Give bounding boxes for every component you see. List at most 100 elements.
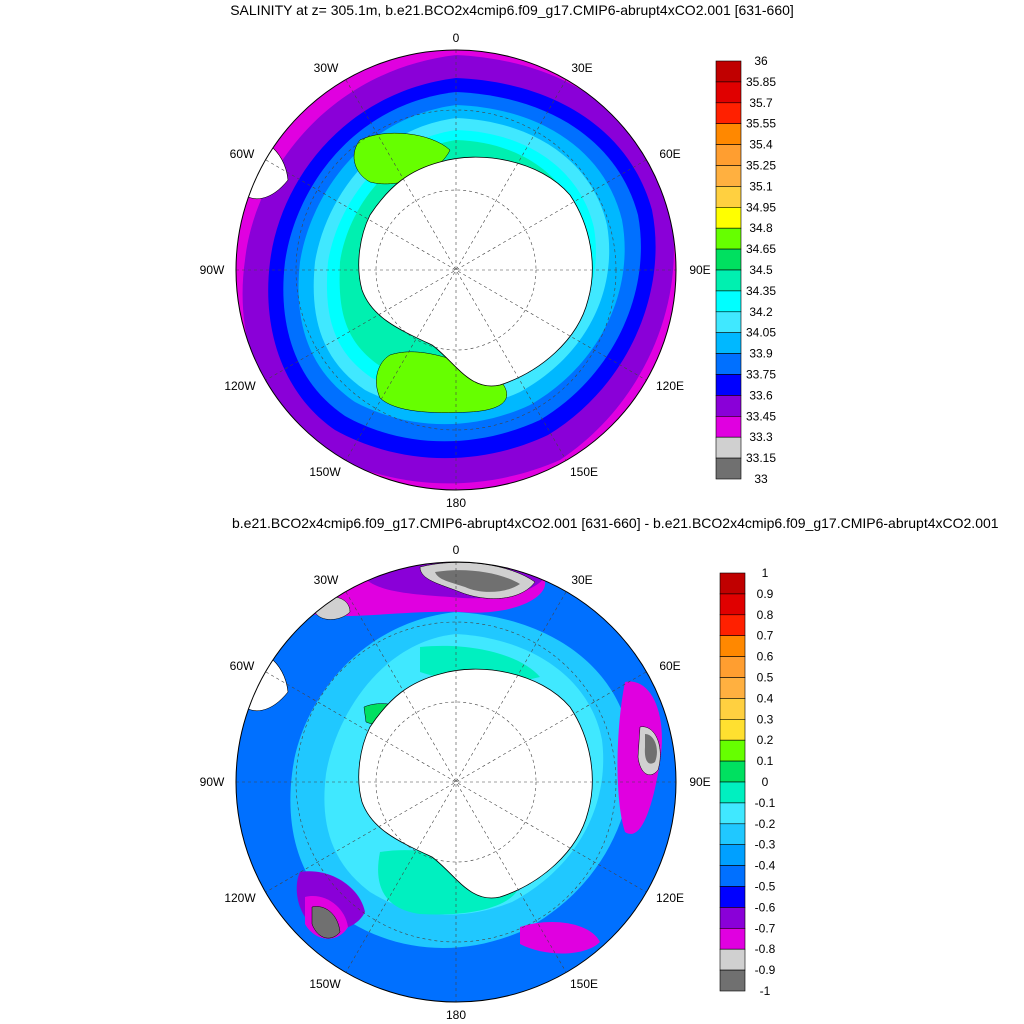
colorbar-swatch	[715, 165, 742, 187]
colorbar-label: -0.2	[755, 817, 776, 831]
panel-title: b.e21.BCO2x4cmip6.f09_g17.CMIP6-abrupt4x…	[232, 515, 999, 531]
colorbar-swatch	[719, 593, 746, 616]
graticule	[236, 50, 676, 490]
colorbar-label: 34.35	[746, 284, 776, 298]
colorbar-label: 0.5	[757, 671, 774, 685]
lon-label: 60W	[230, 659, 255, 673]
panel-title: SALINITY at z= 305.1m, b.e21.BCO2x4cmip6…	[230, 2, 794, 18]
antarctica	[358, 668, 593, 899]
map-boundary	[235, 561, 677, 1003]
lon-label: 30E	[571, 61, 592, 75]
colorbar-label: 35.1	[749, 179, 773, 193]
colorbar-swatch	[719, 739, 746, 762]
lon-label: 60E	[659, 147, 680, 161]
colorbar-swatch	[719, 677, 746, 699]
colorbar-swatch	[715, 332, 742, 354]
lon-label: 0	[453, 543, 460, 557]
colorbar-swatch	[715, 123, 742, 145]
colorbar-swatch	[719, 614, 746, 637]
colorbar-label: 34.65	[746, 242, 776, 256]
east-dark-gray	[644, 734, 657, 764]
colorbar-label: -0.8	[755, 942, 776, 956]
colorbar-swatch	[719, 907, 746, 929]
lon-label: 180	[446, 496, 466, 510]
colorbar-swatch	[715, 436, 742, 459]
lon-label: 90W	[200, 263, 225, 277]
colorbar-swatch	[719, 823, 746, 845]
colorbar-label: 0.6	[757, 650, 774, 664]
colorbar-swatch	[715, 395, 742, 417]
colorbar-label: -0.7	[755, 921, 776, 935]
colorbar-label: 34.05	[746, 326, 776, 340]
colorbar-label: -0.1	[755, 796, 776, 810]
colorbar-swatch	[719, 635, 746, 657]
lon-label: 0	[453, 31, 460, 45]
colorbar-swatch	[715, 144, 742, 166]
colorbar-swatch	[719, 844, 746, 866]
colorbar-label: 33.6	[749, 388, 773, 402]
colorbar-label: 33.75	[746, 368, 776, 382]
colorbar-label: 33	[754, 472, 768, 486]
lon-label: 90W	[200, 775, 225, 789]
sw-gray	[311, 906, 341, 939]
lon-label: 30E	[571, 573, 592, 587]
colorbar-swatch	[715, 102, 742, 125]
colorbar-label: 34.95	[746, 200, 776, 214]
colorbar-label: 0.2	[757, 733, 774, 747]
colorbar-label: -0.9	[755, 963, 776, 977]
colorbar-label: 35.85	[746, 75, 776, 89]
polar-map: 0 30E 60E 90E 120E 150E 180 150W 120W 90…	[200, 31, 777, 510]
colorbar-label: 0.1	[757, 754, 774, 768]
colorbar-swatch	[719, 719, 746, 741]
salinity-panel: SALINITY at z= 305.1m, b.e21.BCO2x4cmip6…	[200, 2, 794, 510]
colorbar-swatch	[715, 60, 742, 83]
colorbar-swatch	[719, 969, 746, 992]
colorbar-swatch	[715, 353, 742, 375]
colorbar-label: 33.3	[749, 430, 773, 444]
graticule	[236, 562, 676, 1002]
colorbar-label: 33.9	[749, 347, 773, 361]
colorbar-swatch	[719, 656, 746, 678]
colorbar-swatch	[719, 760, 746, 783]
colorbar-label: 34.5	[749, 263, 773, 277]
lon-label: 150E	[570, 977, 598, 991]
lon-label: 60W	[230, 147, 255, 161]
colorbar-swatch	[715, 415, 742, 438]
colorbar-swatch	[715, 269, 742, 292]
colorbar-label: 0	[762, 775, 769, 789]
colorbar-swatch	[719, 781, 746, 804]
colorbar-swatch	[715, 290, 742, 313]
colorbar-label: 33.45	[746, 409, 776, 423]
colorbar-swatch	[715, 457, 742, 480]
colorbar-label: 0.4	[757, 691, 774, 705]
colorbar-label: 0.3	[757, 712, 774, 726]
lon-label: 150E	[570, 465, 598, 479]
colorbar-swatch	[719, 802, 746, 825]
colorbar-swatch	[715, 207, 742, 229]
difference-panel: b.e21.BCO2x4cmip6.f09_g17.CMIP6-abrupt4x…	[0, 512, 1024, 1024]
ross-aqua	[378, 850, 520, 915]
lon-label: 30W	[314, 573, 339, 587]
colorbar-label: 34.2	[749, 305, 773, 319]
lon-label: 150W	[309, 465, 341, 479]
colorbar-label: 1	[762, 566, 769, 580]
colorbar-label: 35.55	[746, 117, 776, 131]
colorbar-label: 0.7	[757, 629, 774, 643]
lon-label: 90E	[689, 263, 710, 277]
colorbar-label: -0.5	[755, 880, 776, 894]
colorbar: 36 35.85 35.7 35.55 35.4 35.25 35.1 34.95 34.8 34…	[715, 54, 776, 486]
colorbar-label: -1	[760, 984, 771, 998]
colorbar-swatch	[719, 698, 746, 720]
colorbar-label: 33.15	[746, 451, 776, 465]
lon-labels: 0 30E 60E 90E 120E 150E 180 150W 120W 90…	[200, 543, 711, 1022]
lon-label: 120E	[656, 891, 684, 905]
map-boundary	[235, 49, 677, 491]
colorbar-swatch	[719, 886, 746, 908]
colorbar-swatch	[715, 81, 742, 104]
colorbar-swatch	[719, 927, 746, 950]
colorbar-swatch	[719, 948, 746, 971]
colorbar-swatch	[715, 227, 742, 250]
colorbar-label: 35.4	[749, 138, 773, 152]
colorbar-swatch	[715, 374, 742, 396]
lon-label: 30W	[314, 61, 339, 75]
